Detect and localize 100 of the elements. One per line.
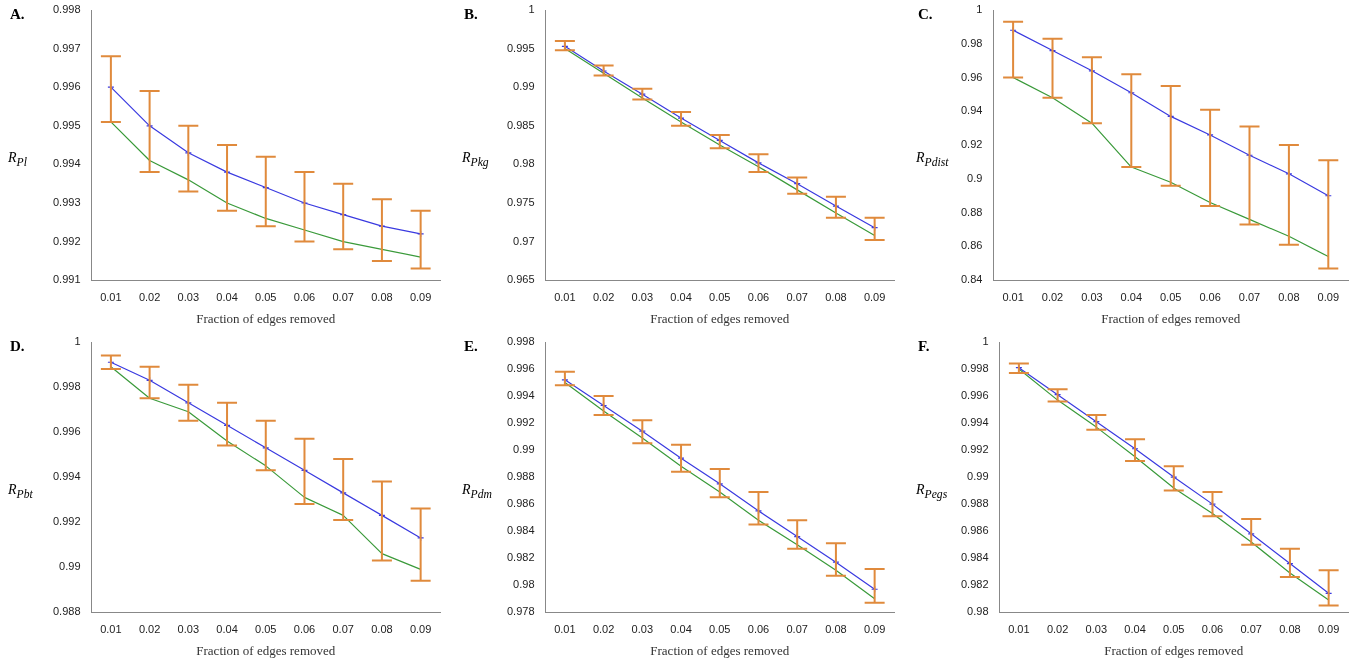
x-tick-label: 0.02 bbox=[138, 290, 161, 303]
x-tick-label: 0.07 bbox=[332, 622, 354, 635]
y-tick-label: 0.86 bbox=[960, 239, 983, 252]
x-axis-title: Fraction of edges removed bbox=[1104, 642, 1244, 658]
y-tick-label: 0.99 bbox=[59, 560, 81, 573]
y-tick-label: 0.998 bbox=[961, 362, 989, 375]
y-tick-label: 0.992 bbox=[507, 416, 535, 429]
x-tick-label: 0.09 bbox=[863, 622, 886, 635]
x-tick-label: 0.08 bbox=[1279, 622, 1301, 635]
x-tick-label: 0.04 bbox=[670, 622, 692, 635]
y-tick-label: 0.99 bbox=[513, 443, 535, 456]
x-axis-title: Fraction of edges removed bbox=[650, 310, 790, 326]
x-tick-label: 0.01 bbox=[100, 622, 122, 635]
y-tick-label: 0.994 bbox=[53, 470, 81, 483]
x-tick-label: 0.04 bbox=[216, 622, 238, 635]
y-tick-label: 0.984 bbox=[507, 524, 535, 537]
y-tick-label: 0.988 bbox=[961, 497, 989, 510]
y-tick-label: 0.975 bbox=[507, 196, 535, 209]
x-tick-label: 0.03 bbox=[177, 290, 200, 303]
x-tick-label: 0.03 bbox=[1081, 290, 1103, 303]
x-tick-label: 0.09 bbox=[863, 290, 886, 303]
x-tick-label: 0.05 bbox=[255, 290, 277, 303]
y-tick-label: 0.985 bbox=[507, 118, 535, 131]
x-tick-label: 0.03 bbox=[631, 622, 654, 635]
y-tick-label: 0.996 bbox=[507, 362, 535, 375]
y-tick-label: 0.982 bbox=[507, 551, 535, 564]
y-tick-label: 0.998 bbox=[507, 335, 535, 348]
y-tick-label: 0.986 bbox=[961, 524, 989, 537]
y-tick-label: 0.996 bbox=[53, 425, 81, 438]
y-tick-label: 0.978 bbox=[507, 605, 535, 618]
x-tick-label: 0.06 bbox=[293, 290, 316, 303]
chart-title: E. bbox=[464, 338, 478, 355]
y-tick-label: 0.992 bbox=[961, 443, 989, 456]
x-tick-label: 0.06 bbox=[1199, 290, 1221, 303]
y-tick-label: 0.98 bbox=[967, 605, 989, 618]
x-tick-label: 0.01 bbox=[100, 290, 122, 303]
y-tick-label: 1 bbox=[976, 3, 983, 16]
y-tick-label: 0.92 bbox=[960, 138, 983, 151]
y-tick-label: 0.988 bbox=[53, 605, 81, 618]
y-tick-label: 0.988 bbox=[507, 470, 535, 483]
x-tick-label: 0.09 bbox=[1317, 290, 1340, 303]
y-tick-label: 0.982 bbox=[961, 578, 989, 591]
y-tick-label: 0.96 bbox=[960, 70, 983, 83]
x-tick-label: 0.08 bbox=[1278, 290, 1300, 303]
chart-title: D. bbox=[10, 338, 25, 355]
x-tick-label: 0.07 bbox=[1238, 290, 1261, 303]
x-tick-label: 0.02 bbox=[1046, 622, 1069, 635]
x-tick-label: 0.09 bbox=[1317, 622, 1340, 635]
y-tick-label: 1 bbox=[74, 335, 81, 348]
x-tick-label: 0.06 bbox=[747, 290, 770, 303]
x-tick-label: 0.03 bbox=[177, 622, 200, 635]
y-tick-label: 0.98 bbox=[513, 157, 535, 170]
x-tick-label: 0.07 bbox=[786, 290, 808, 303]
x-axis-title: Fraction of edges removed bbox=[196, 642, 336, 658]
x-tick-label: 0.07 bbox=[332, 290, 354, 303]
y-tick-label: 0.94 bbox=[960, 104, 983, 117]
y-tick-label: 0.996 bbox=[961, 389, 989, 402]
y-axis-title: R$_{Pl}$ bbox=[8, 150, 27, 169]
y-tick-label: 0.995 bbox=[53, 118, 81, 131]
x-tick-label: 0.09 bbox=[409, 622, 432, 635]
x-tick-label: 0.07 bbox=[1240, 622, 1262, 635]
x-tick-label: 0.04 bbox=[216, 290, 238, 303]
x-tick-label: 0.01 bbox=[554, 622, 576, 635]
x-tick-label: 0.02 bbox=[592, 290, 615, 303]
y-tick-label: 0.993 bbox=[53, 196, 81, 209]
y-axis-title: R$_{Pegs}$ bbox=[916, 482, 948, 501]
y-axis-title: R$_{Pdm}$ bbox=[462, 482, 492, 501]
y-tick-label: 0.991 bbox=[53, 273, 81, 286]
x-tick-label: 0.09 bbox=[409, 290, 432, 303]
x-tick-label: 0.08 bbox=[825, 290, 847, 303]
x-axis-title: Fraction of edges removed bbox=[196, 310, 336, 326]
x-tick-label: 0.08 bbox=[371, 290, 393, 303]
y-tick-label: 0.984 bbox=[961, 551, 989, 564]
x-tick-label: 0.02 bbox=[592, 622, 615, 635]
y-tick-label: 1 bbox=[982, 335, 989, 348]
x-tick-label: 0.05 bbox=[709, 622, 731, 635]
x-tick-label: 0.05 bbox=[255, 622, 277, 635]
x-tick-label: 0.05 bbox=[1159, 290, 1182, 303]
x-tick-label: 0.01 bbox=[1008, 622, 1030, 635]
x-tick-label: 0.02 bbox=[1041, 290, 1064, 303]
x-tick-label: 0.06 bbox=[747, 622, 770, 635]
y-tick-label: 0.992 bbox=[53, 515, 81, 528]
y-tick-label: 0.97 bbox=[513, 234, 535, 247]
x-tick-label: 0.04 bbox=[1124, 622, 1146, 635]
y-tick-label: 0.98 bbox=[513, 578, 535, 591]
x-tick-label: 0.04 bbox=[1120, 290, 1143, 303]
y-tick-label: 0.998 bbox=[53, 3, 81, 16]
y-axis-title: R$_{Pkg}$ bbox=[462, 150, 489, 169]
x-tick-label: 0.04 bbox=[670, 290, 692, 303]
y-tick-label: 0.994 bbox=[53, 157, 81, 170]
y-tick-label: 0.9 bbox=[967, 171, 983, 184]
y-tick-label: 0.965 bbox=[507, 273, 535, 286]
chart-title: C. bbox=[918, 6, 933, 23]
y-tick-label: 0.995 bbox=[507, 41, 535, 54]
x-tick-label: 0.01 bbox=[554, 290, 576, 303]
chart-title: F. bbox=[918, 338, 930, 355]
y-tick-label: 0.84 bbox=[960, 273, 983, 286]
x-tick-label: 0.07 bbox=[786, 622, 808, 635]
y-axis-title: R$_{Pbt}$ bbox=[8, 482, 33, 501]
x-tick-label: 0.08 bbox=[825, 622, 847, 635]
